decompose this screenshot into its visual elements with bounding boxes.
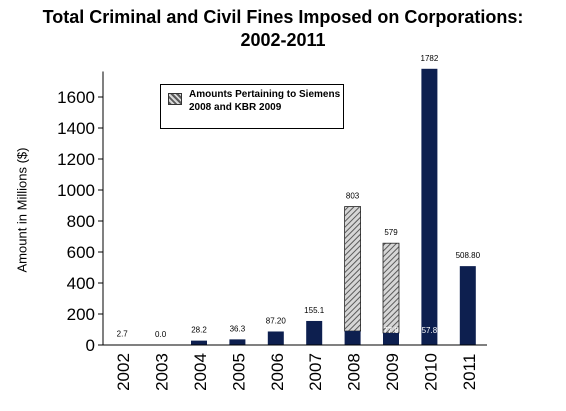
bar-2010 — [421, 68, 438, 345]
data-label-2005: 36.3 — [230, 324, 246, 333]
bar-hatched-2009 — [382, 242, 400, 334]
x-tick-label-2004: 2004 — [191, 353, 210, 391]
x-tick-label-2003: 2003 — [153, 353, 172, 391]
x-tick-label-2010: 2010 — [421, 353, 440, 391]
y-tick-label: 1000 — [57, 181, 95, 200]
legend-hatch-swatch — [168, 93, 182, 105]
chart-title-line2: 2002-2011 — [240, 30, 326, 50]
data-label-2006: 87.20 — [266, 316, 287, 325]
data-label-2011: 508.80 — [456, 251, 481, 260]
data-label-2003: 0.0 — [155, 330, 167, 339]
y-tick-label: 600 — [67, 243, 95, 262]
x-tick-label-2006: 2006 — [268, 353, 287, 391]
y-tick-label: 1600 — [57, 88, 95, 107]
inner-label-2009: 77.8 — [383, 326, 399, 335]
bar-hatched-2008 — [344, 206, 362, 332]
x-tick-label-2002: 2002 — [114, 353, 133, 391]
x-tick-label-2008: 2008 — [345, 353, 364, 391]
bar-2011 — [459, 266, 476, 345]
x-tick-label-2007: 2007 — [306, 353, 325, 391]
data-label-2009: 579 — [384, 228, 398, 237]
bar-2005 — [229, 339, 246, 345]
data-label-2002: 2.7 — [117, 330, 129, 339]
y-tick-label: 800 — [67, 212, 95, 231]
bar-2008 — [344, 331, 361, 345]
bars-group — [114, 68, 476, 346]
chart-title: Total Criminal and Civil Fines Imposed o… — [0, 6, 566, 52]
x-tick-label-2009: 2009 — [383, 353, 402, 391]
legend-label: Amounts Pertaining to Siemens 2008 and K… — [189, 89, 341, 113]
x-tick-label-2005: 2005 — [229, 353, 248, 391]
inner-label-2010: 57.8 — [422, 326, 438, 335]
x-tick-label-2011: 2011 — [460, 354, 479, 391]
labels-group: 2.7 0.0 28.2 36.3 87.20 155.1 803 579 77.8 1782 57… — [117, 54, 481, 339]
y-tick-label: 1400 — [57, 119, 95, 138]
bar-2004 — [191, 340, 207, 345]
legend: Amounts Pertaining to Siemens 2008 and K… — [160, 84, 344, 129]
bar-2006 — [267, 331, 284, 345]
bar-2007 — [306, 320, 323, 345]
y-tick-label: 400 — [67, 274, 95, 293]
bar-2009 — [383, 332, 399, 345]
axes-group: 0 200 400 600 800 1000 1200 1400 1600 2002 2003 200… — [57, 71, 487, 391]
data-label-2004: 28.2 — [191, 326, 207, 335]
y-tick-label: 200 — [67, 305, 95, 324]
y-tick-label: 0 — [86, 336, 95, 355]
chart-title-line1: Total Criminal and Civil Fines Imposed o… — [42, 7, 524, 27]
y-tick-label: 1200 — [57, 150, 95, 169]
data-label-2007: 155.1 — [304, 306, 325, 315]
data-label-2010: 1782 — [421, 54, 439, 63]
data-label-2008: 803 — [346, 192, 360, 201]
